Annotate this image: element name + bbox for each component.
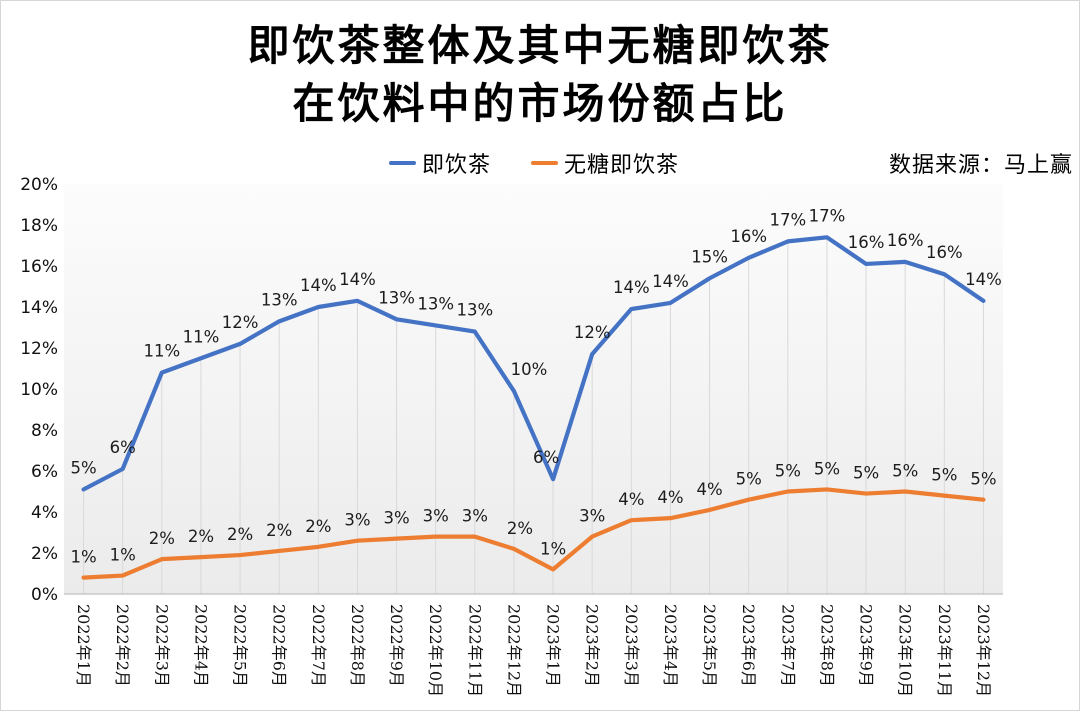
x-axis-tick-label: 2023年7月 [778, 604, 797, 687]
y-axis-tick-label: 12% [20, 339, 58, 359]
sugar-free-data-label: 5% [892, 462, 918, 481]
rtd-tea-data-label: 15% [691, 247, 728, 266]
x-axis-tick-label: 2022年8月 [348, 604, 367, 687]
y-axis-tick-label: 2% [31, 544, 58, 564]
rtd-tea-data-label: 13% [417, 294, 454, 313]
sugar-free-data-label: 5% [853, 464, 879, 483]
x-axis-tick-label: 2023年1月 [544, 604, 563, 687]
rtd-tea-data-label: 11% [183, 327, 220, 346]
sugar-free-data-label: 4% [657, 488, 683, 507]
sugar-free-data-label: 2% [266, 521, 292, 540]
legend-swatch-sugar-free [531, 161, 559, 165]
sugar-free-data-label: 3% [344, 511, 370, 530]
x-axis-tick-label: 2023年4月 [661, 604, 680, 687]
rtd-tea-data-label: 13% [261, 290, 298, 309]
rtd-tea-data-label: 6% [110, 438, 136, 457]
sugar-free-data-label: 2% [305, 517, 331, 536]
y-axis-tick-label: 10% [20, 380, 58, 400]
sugar-free-data-label: 2% [149, 529, 175, 548]
x-axis-tick-label: 2022年6月 [270, 604, 289, 687]
rtd-tea-data-label: 14% [300, 276, 337, 295]
x-axis-tick-label: 2022年12月 [504, 604, 523, 697]
y-axis-tick-label: 6% [31, 462, 58, 482]
sugar-free-data-label: 4% [696, 480, 722, 499]
x-axis-tick-label: 2022年7月 [309, 604, 328, 687]
sugar-free-data-label: 2% [507, 519, 533, 538]
x-axis-tick-label: 2022年10月 [426, 604, 445, 697]
x-axis-tick-label: 2023年8月 [817, 604, 836, 687]
sugar-free-rtd-tea-line [81, 487, 986, 580]
legend-item-sugar-free: 无糖即饮茶 [531, 147, 679, 179]
rtd-tea-data-label: 16% [848, 233, 885, 252]
rtd-tea-data-label: 17% [809, 206, 846, 225]
rtd-tea-data-label: 14% [652, 272, 689, 291]
y-axis-tick-label: 4% [31, 503, 58, 523]
sugar-free-data-label: 5% [970, 470, 996, 489]
rtd-tea-data-label: 11% [143, 342, 180, 361]
y-axis-tick-label: 18% [20, 216, 58, 236]
legend: 即饮茶 无糖即饮茶 [389, 147, 679, 179]
rtd-tea-data-label: 14% [965, 270, 1002, 289]
rtd-tea-data-label: 14% [339, 270, 376, 289]
x-axis-tick-label: 2023年6月 [739, 604, 758, 687]
sugar-free-data-label: 3% [423, 507, 449, 526]
rtd-tea-data-label: 13% [456, 301, 493, 320]
legend-item-rtd-tea: 即饮茶 [389, 147, 491, 179]
sugar-free-data-label: 3% [383, 509, 409, 528]
chart-title: 即饮茶整体及其中无糖即饮茶 在饮料中的市场份额占比 [1, 17, 1079, 133]
sugar-free-data-label: 3% [579, 507, 605, 526]
sugar-free-data-label: 1% [70, 548, 96, 567]
chart-title-line2: 在饮料中的市场份额占比 [292, 79, 788, 128]
rtd-tea-data-label: 16% [730, 227, 767, 246]
sugar-free-data-label: 2% [188, 527, 214, 546]
x-axis-tick-label: 2022年9月 [387, 604, 406, 687]
x-axis-tick-label: 2022年4月 [191, 604, 210, 687]
sugar-free-data-label: 5% [775, 462, 801, 481]
x-axis-tick-label: 2023年10月 [896, 604, 915, 697]
rtd-tea-data-label: 6% [533, 448, 559, 467]
x-axis-tick-label: 2023年5月 [700, 604, 719, 687]
rtd-tea-line [81, 235, 986, 492]
rtd-tea-data-label: 10% [511, 360, 548, 379]
x-axis-tick-label: 2023年3月 [622, 604, 641, 687]
sugar-free-data-label: 3% [462, 507, 488, 526]
x-axis-tick-label: 2023年9月 [857, 604, 876, 687]
rtd-tea-data-label: 5% [70, 458, 96, 477]
y-axis-tick-label: 20% [20, 175, 58, 195]
rtd-tea-data-label: 12% [574, 323, 611, 342]
x-axis-tick-label: 2022年5月 [231, 604, 250, 687]
x-axis-tick-label: 2023年12月 [974, 604, 993, 697]
rtd-tea-data-label: 12% [222, 313, 259, 332]
y-axis-tick-label: 0% [31, 585, 58, 605]
x-axis-tick-label: 2022年11月 [465, 604, 484, 697]
data-source-note: 数据来源：马上赢 [888, 153, 1073, 178]
x-axis-tick-label: 2023年2月 [583, 604, 602, 687]
legend-swatch-rtd-tea [389, 161, 416, 165]
sugar-free-data-label: 4% [618, 490, 644, 509]
rtd-tea-data-label: 14% [613, 278, 650, 297]
legend-label-sugar-free: 无糖即饮茶 [564, 153, 680, 178]
rtd-tea-data-label: 17% [769, 210, 806, 229]
y-axis-tick-label: 14% [20, 298, 58, 318]
sugar-free-data-label: 2% [227, 525, 253, 544]
rtd-tea-data-label: 16% [887, 231, 924, 250]
x-axis-tick-label: 2022年1月 [74, 604, 93, 687]
sugar-free-data-label: 1% [110, 546, 136, 565]
x-axis-tick-label: 2023年11月 [935, 604, 954, 697]
sugar-free-data-label: 1% [540, 539, 566, 558]
sugar-free-data-label: 5% [931, 466, 957, 485]
rtd-tea-data-label: 16% [926, 243, 963, 262]
sugar-free-data-label: 5% [736, 470, 762, 489]
legend-label-rtd-tea: 即饮茶 [422, 153, 492, 178]
plot-area: 5%6%11%11%12%13%14% 14%13% 13% 13%10%6%12%1… [20, 175, 1003, 697]
y-axis-tick-label: 16% [20, 257, 58, 277]
rtd-tea-data-label: 13% [378, 288, 415, 307]
y-axis-tick-label: 8% [31, 421, 58, 441]
x-axis-tick-label: 2022年3月 [152, 604, 171, 687]
chart-title-line1: 即饮茶整体及其中无糖即饮茶 [247, 21, 833, 70]
sugar-free-data-label: 5% [814, 459, 840, 478]
x-axis-tick-label: 2022年2月 [113, 604, 132, 687]
